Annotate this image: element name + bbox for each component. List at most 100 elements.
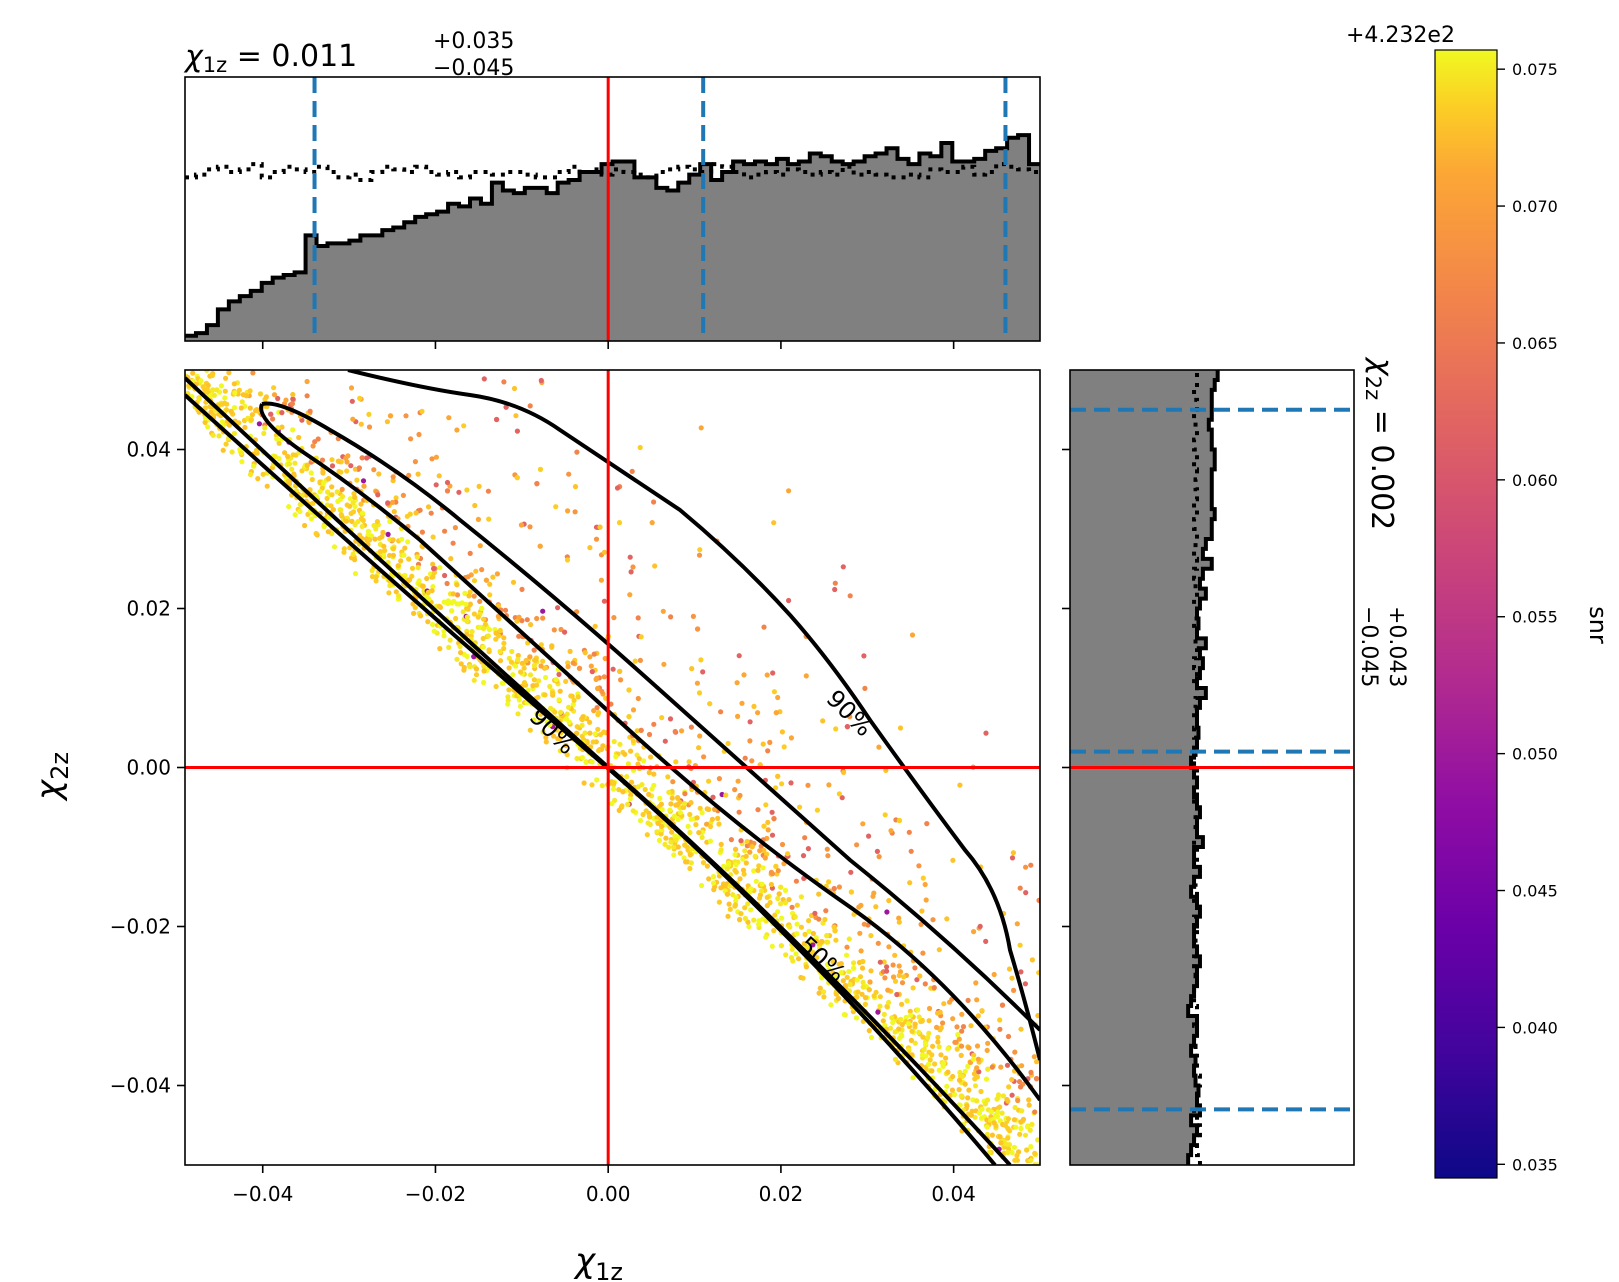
scatter-point — [1018, 969, 1024, 975]
scatter-point — [747, 738, 753, 744]
scatter-point — [595, 685, 601, 692]
scatter-point — [481, 376, 487, 382]
scatter-point — [868, 933, 874, 939]
scatter-point — [709, 816, 716, 822]
scatter-point — [920, 950, 926, 956]
scatter-point — [696, 552, 703, 558]
scatter-point — [881, 1011, 887, 1018]
scatter-point — [759, 881, 765, 887]
scatter-point — [328, 503, 334, 509]
scatter-point — [724, 866, 730, 872]
scatter-point — [954, 1024, 960, 1030]
scatter-point — [663, 835, 669, 841]
scatter-point — [775, 909, 781, 915]
scatter-point — [376, 471, 382, 477]
scatter-point — [413, 510, 419, 516]
scatter-point — [725, 740, 731, 747]
scatter-point — [938, 1052, 944, 1058]
scatter-point — [344, 468, 350, 474]
scatter-point — [906, 829, 912, 835]
x-tick-label: −0.02 — [405, 1182, 466, 1206]
scatter-point — [329, 463, 336, 469]
scatter-point — [317, 489, 323, 495]
scatter-point — [534, 615, 540, 622]
scatter-point — [537, 718, 543, 724]
scatter-point — [1012, 1049, 1018, 1055]
scatter-point — [971, 1052, 977, 1058]
scatter-point — [563, 742, 569, 749]
scatter-point — [270, 416, 276, 422]
scatter-point — [989, 1064, 995, 1070]
scatter-point — [973, 980, 979, 986]
scatter-point — [433, 482, 439, 488]
scatter-point — [1028, 1144, 1034, 1150]
scatter-point — [508, 659, 515, 665]
scatter-point — [534, 481, 540, 487]
main-scatter-panel: 90% 50% 90% −0.04 −0.02 0.00 0.02 0.04 −0.04… — [29, 369, 1041, 1282]
scatter-point — [918, 921, 924, 928]
scatter-point — [751, 703, 757, 710]
scatter-point — [831, 886, 837, 892]
scatter-point — [844, 724, 851, 730]
scatter-point — [769, 943, 775, 949]
scatter-point — [381, 543, 387, 549]
scatter-point — [471, 593, 477, 599]
scatter-point — [411, 610, 417, 617]
scatter-point — [576, 665, 583, 671]
scatter-point — [820, 718, 826, 724]
scatter-point — [331, 544, 338, 550]
scatter-point — [742, 755, 748, 761]
scatter-point — [985, 1066, 991, 1072]
scatter-point — [599, 688, 605, 695]
scatter-point — [310, 500, 316, 506]
scatter-point — [974, 1098, 980, 1104]
scatter-point — [611, 780, 617, 786]
scatter-point — [574, 724, 580, 730]
scatter-point — [646, 770, 652, 776]
scatter-point — [326, 476, 332, 482]
scatter-point — [779, 915, 785, 921]
scatter-point — [632, 658, 638, 664]
scatter-point — [705, 806, 712, 813]
scatter-point — [387, 518, 393, 525]
scatter-point — [975, 1013, 981, 1019]
scatter-point — [953, 1039, 959, 1045]
scatter-point — [847, 714, 853, 720]
scatter-point — [732, 787, 738, 793]
y-prior-step — [1192, 370, 1202, 1165]
y-tick-label: 0.00 — [126, 756, 171, 780]
scatter-point — [761, 823, 767, 829]
scatter-point — [1028, 1069, 1034, 1075]
scatter-point — [826, 879, 832, 885]
scatter-point — [319, 457, 326, 463]
scatter-point — [385, 500, 391, 506]
scatter-point — [1029, 1121, 1035, 1127]
scatter-point — [611, 738, 617, 745]
scatter-point — [716, 776, 723, 782]
scatter-point — [896, 915, 902, 921]
scatter-point — [978, 1088, 984, 1095]
scatter-point — [983, 938, 989, 945]
scatter-point — [313, 531, 319, 537]
scatter-point — [226, 422, 232, 428]
scatter-point — [857, 974, 864, 980]
scatter-point — [974, 1043, 981, 1049]
scatter-point — [738, 838, 744, 844]
scatter-point — [908, 1037, 915, 1043]
scatter-point — [619, 803, 625, 809]
scatter-point — [997, 1134, 1003, 1140]
scatter-point — [550, 690, 556, 696]
scatter-point — [1019, 1108, 1025, 1114]
scatter-point — [617, 668, 623, 675]
scatter-point — [449, 608, 455, 614]
scatter-point — [292, 460, 298, 466]
scatter-point — [668, 614, 674, 620]
scatter-point — [651, 499, 657, 505]
scatter-point — [672, 833, 678, 839]
scatter-point — [785, 851, 791, 857]
scatter-point — [628, 569, 634, 575]
scatter-point — [601, 549, 608, 555]
scatter-point — [501, 640, 507, 646]
scatter-point — [385, 531, 391, 538]
scatter-point — [886, 999, 892, 1006]
